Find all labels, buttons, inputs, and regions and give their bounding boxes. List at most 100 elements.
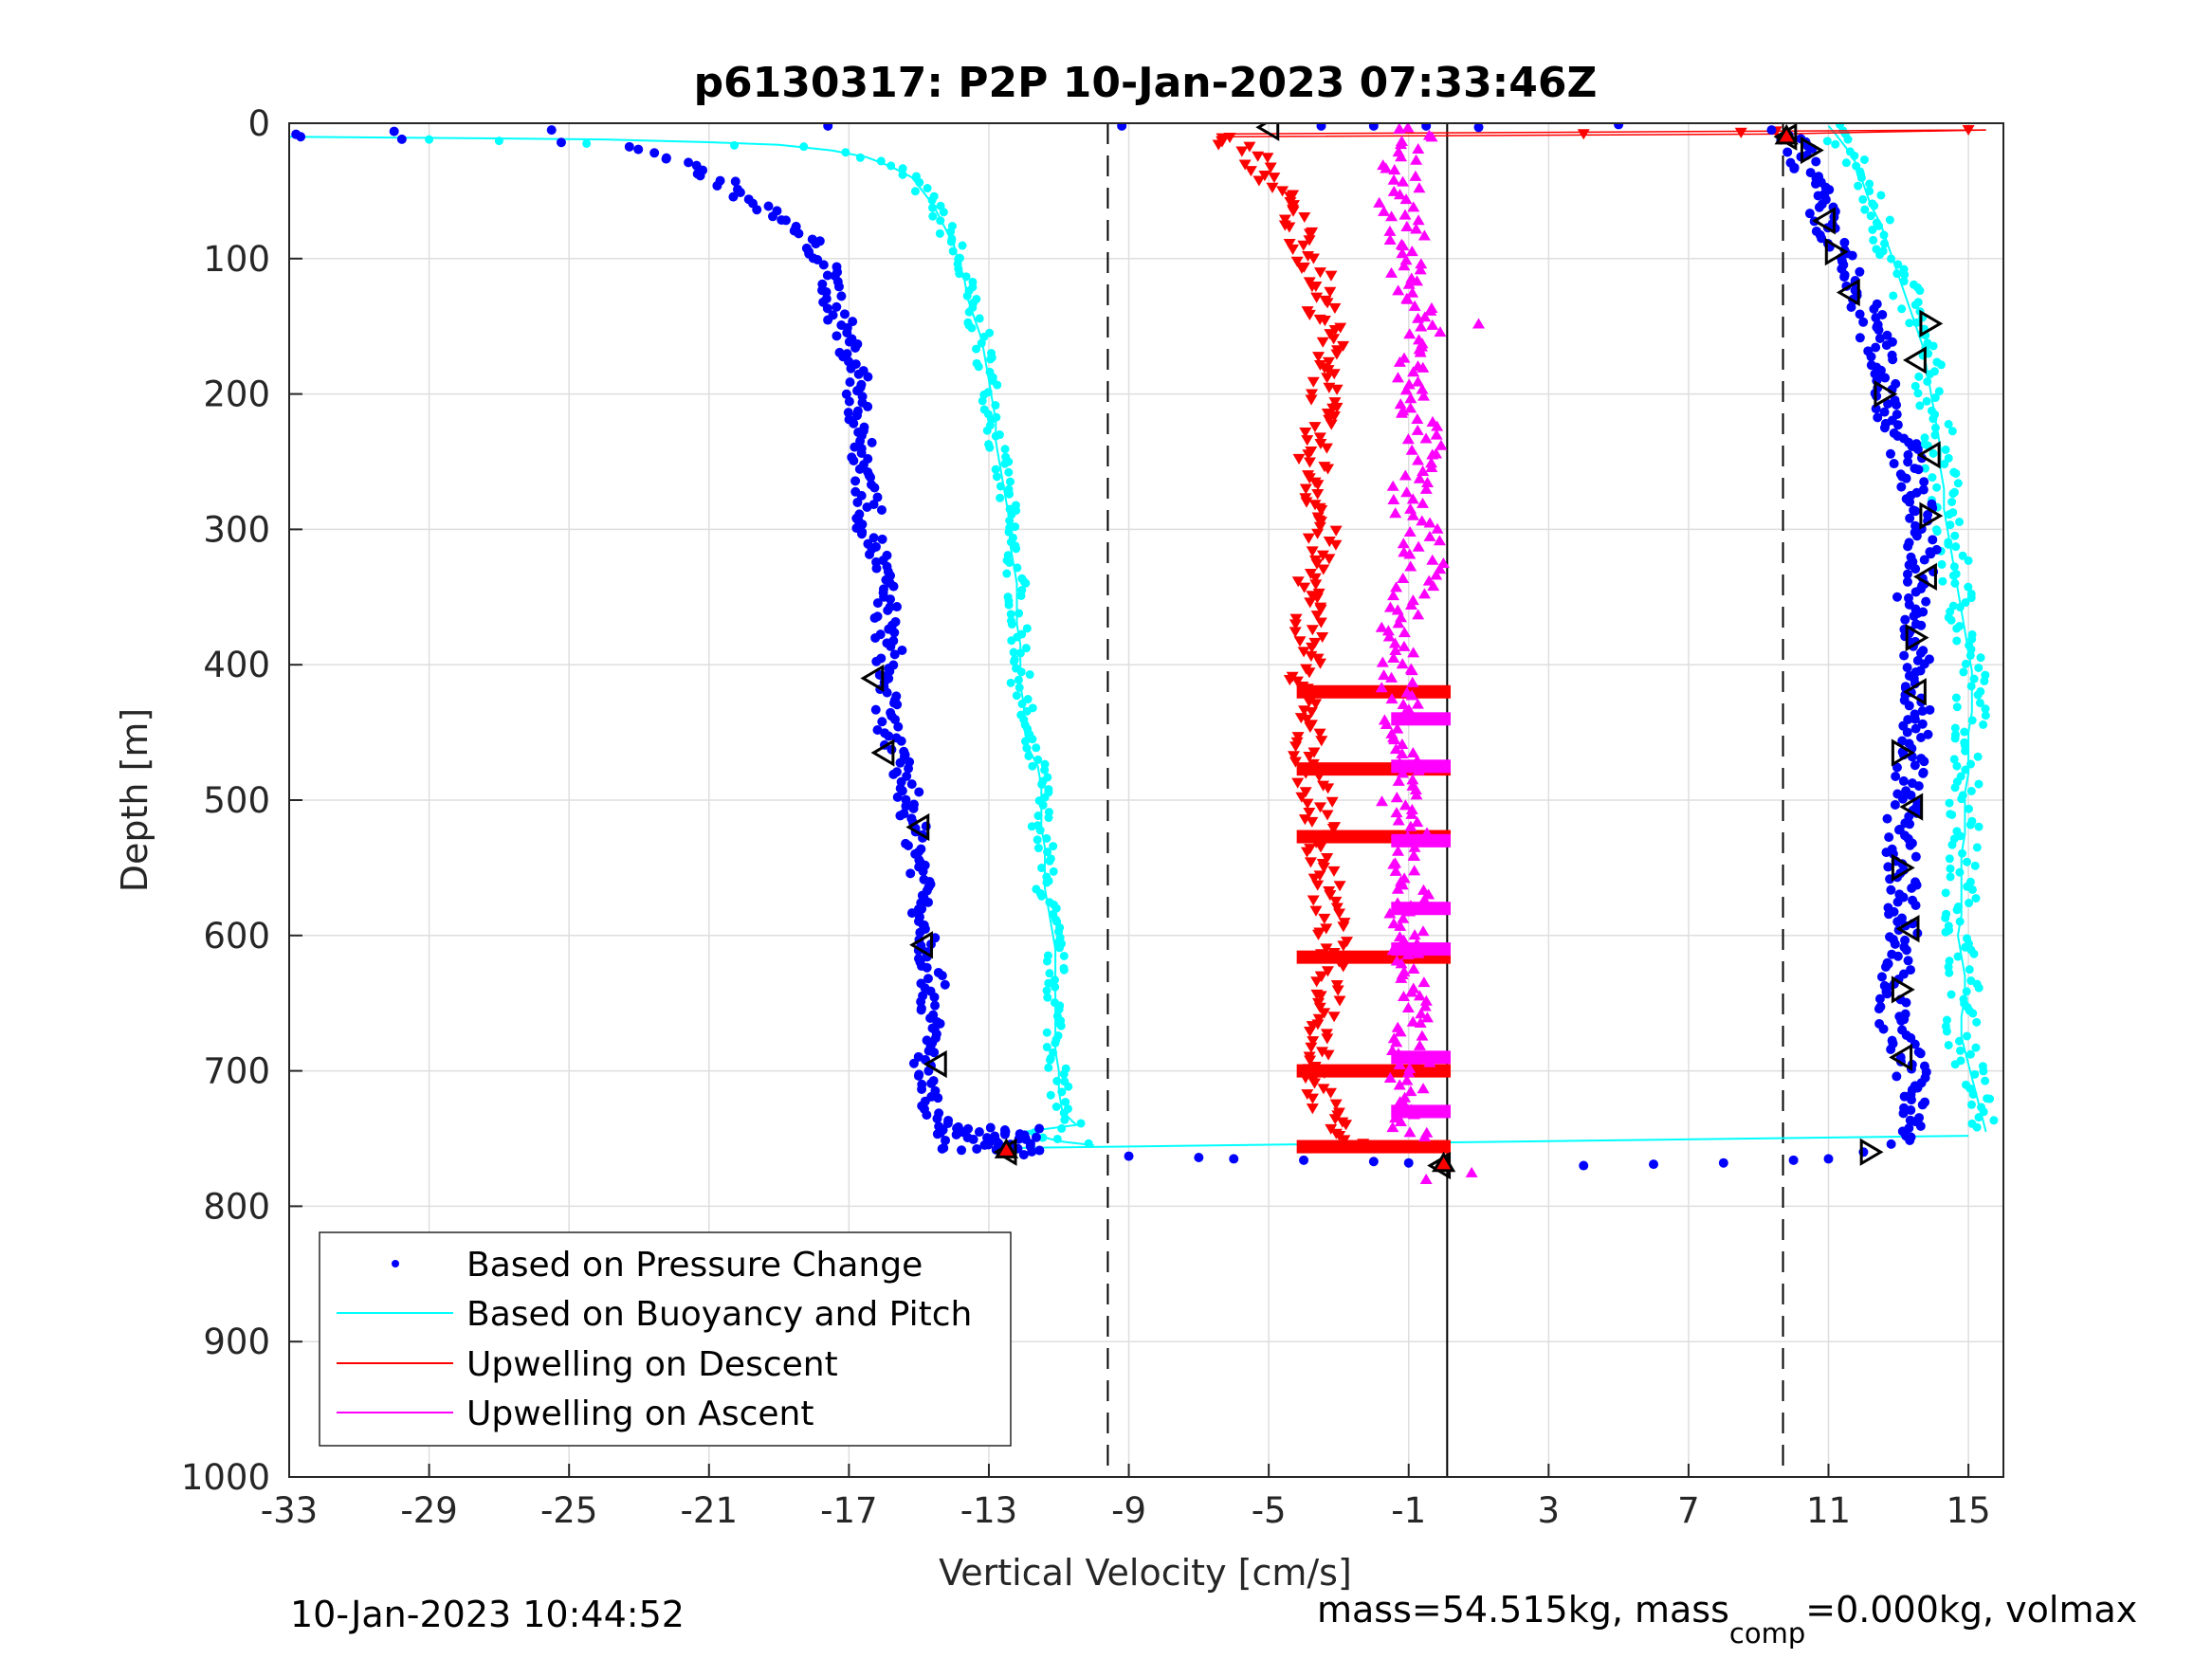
buoyancy-point: [1957, 848, 1966, 858]
pressure-point: [1299, 1155, 1309, 1165]
buoyancy-point: [977, 338, 986, 348]
buoyancy-point: [1951, 542, 1961, 552]
buoyancy-point: [1035, 826, 1045, 835]
upwelling-descent-marker: [1311, 488, 1325, 500]
upwelling-ascent-marker: [1397, 698, 1410, 709]
buoyancy-point: [1002, 569, 1012, 578]
buoyancy-point: [1009, 647, 1018, 657]
pressure-point: [1902, 727, 1912, 738]
pressure-point: [849, 418, 859, 428]
upwelling-ascent-marker: [1378, 669, 1391, 681]
buoyancy-point: [1953, 479, 1963, 488]
upwelling-ascent-marker: [1373, 196, 1386, 208]
pressure-point: [1810, 178, 1820, 189]
buoyancy-point: [730, 140, 740, 150]
upwelling-ascent-band: [1391, 759, 1452, 774]
buoyancy-point: [1037, 864, 1047, 873]
upwelling-ascent-marker: [1411, 816, 1424, 828]
upwelling-descent-marker: [1293, 636, 1307, 647]
buoyancy-point: [1981, 1076, 1990, 1085]
pressure-point: [930, 1000, 941, 1011]
buoyancy-point: [1022, 624, 1032, 633]
ascent-marker-triangle: [1891, 738, 1915, 767]
pressure-point: [1910, 587, 1921, 597]
pressure-point: [937, 971, 947, 981]
pressure-point: [884, 731, 894, 741]
buoyancy-bottom-line: [1006, 1135, 1969, 1149]
chart-title: p6130317: P2P 10-Jan-2023 07:33:46Z: [694, 59, 1598, 107]
pressure-point: [1905, 840, 1915, 850]
pressure-point: [883, 605, 893, 615]
buoyancy-point: [1042, 833, 1051, 843]
upwelling-descent-marker: [1305, 1042, 1318, 1053]
buoyancy-point: [1879, 230, 1889, 240]
upwelling-descent-marker: [1252, 175, 1266, 187]
pressure-point: [877, 534, 887, 544]
upwelling-ascent-marker: [1416, 515, 1429, 526]
buoyancy-point: [1033, 755, 1043, 764]
buoyancy-point: [946, 237, 956, 246]
upwelling-descent-marker: [1357, 1139, 1370, 1150]
buoyancy-point: [1953, 952, 1963, 961]
pressure-point: [1910, 723, 1921, 734]
upwelling-ascent-marker: [1411, 424, 1424, 435]
buoyancy-point: [1932, 527, 1942, 537]
buoyancy-point: [936, 216, 945, 226]
buoyancy-point: [1966, 1100, 1976, 1109]
buoyancy-point: [1870, 201, 1879, 210]
legend-label-descent: Upwelling on Descent: [466, 1345, 838, 1384]
upwelling-descent-marker: [1216, 134, 1230, 145]
pressure-point: [854, 464, 865, 474]
buoyancy-point: [1947, 498, 1957, 507]
buoyancy-point: [1955, 917, 1965, 926]
upwelling-descent-marker: [1289, 757, 1302, 768]
buoyancy-point: [1972, 1122, 1982, 1132]
upwelling-ascent-marker: [1395, 151, 1408, 162]
upwelling-descent-marker: [1328, 1114, 1342, 1125]
upwelling-descent-marker: [1306, 282, 1319, 293]
x-tick-label: 11: [1806, 1490, 1851, 1531]
upwelling-ascent-marker: [1398, 209, 1412, 220]
buoyancy-point: [1865, 187, 1874, 196]
upwelling-descent-marker: [1333, 908, 1346, 920]
upwelling-descent-marker: [1306, 642, 1319, 653]
pressure-point: [929, 992, 940, 1002]
upwelling-descent-marker: [1324, 286, 1337, 298]
upwelling-ascent-marker: [1411, 275, 1424, 286]
upwelling-ascent-marker: [1417, 925, 1430, 937]
upwelling-descent-marker: [1318, 1008, 1331, 1019]
pressure-point: [1907, 883, 1917, 893]
buoyancy-point: [1885, 215, 1894, 225]
upwelling-ascent-marker: [1395, 972, 1408, 983]
pressure-point: [957, 1145, 967, 1156]
upwelling-ascent-marker: [1383, 1071, 1397, 1083]
pressure-point: [1915, 1121, 1926, 1131]
buoyancy-point: [974, 362, 983, 372]
buoyancy-point: [1965, 650, 1975, 660]
pressure-point: [935, 1127, 945, 1138]
upwelling-descent-marker: [1323, 537, 1336, 548]
pressure-point: [1879, 423, 1890, 433]
buoyancy-point: [1005, 489, 1015, 499]
upwelling-descent-marker: [1313, 267, 1326, 279]
buoyancy-point: [1942, 1015, 1951, 1025]
upwelling-ascent-marker: [1412, 764, 1425, 775]
upwelling-ascent-marker: [1430, 428, 1443, 440]
buoyancy-point: [1859, 155, 1869, 164]
upwelling-descent-marker: [1312, 352, 1325, 363]
pressure-point: [933, 1093, 943, 1103]
upwelling-ascent-marker: [1391, 845, 1404, 856]
pressure-point: [1903, 956, 1913, 966]
buoyancy-point: [1947, 810, 1957, 819]
pressure-point: [932, 1113, 942, 1123]
upwelling-ascent-marker: [1416, 383, 1429, 394]
upwelling-descent-surface-line: [1216, 129, 1986, 136]
buoyancy-point: [1961, 765, 1970, 775]
buoyancy-point: [1052, 1134, 1062, 1143]
upwelling-ascent-marker: [1404, 560, 1417, 572]
pressure-point: [1892, 951, 1903, 961]
pressure-point: [972, 1143, 982, 1154]
pressure-point: [872, 492, 883, 502]
upwelling-ascent-marker: [1407, 962, 1420, 974]
upwelling-ascent-marker: [1390, 807, 1403, 818]
